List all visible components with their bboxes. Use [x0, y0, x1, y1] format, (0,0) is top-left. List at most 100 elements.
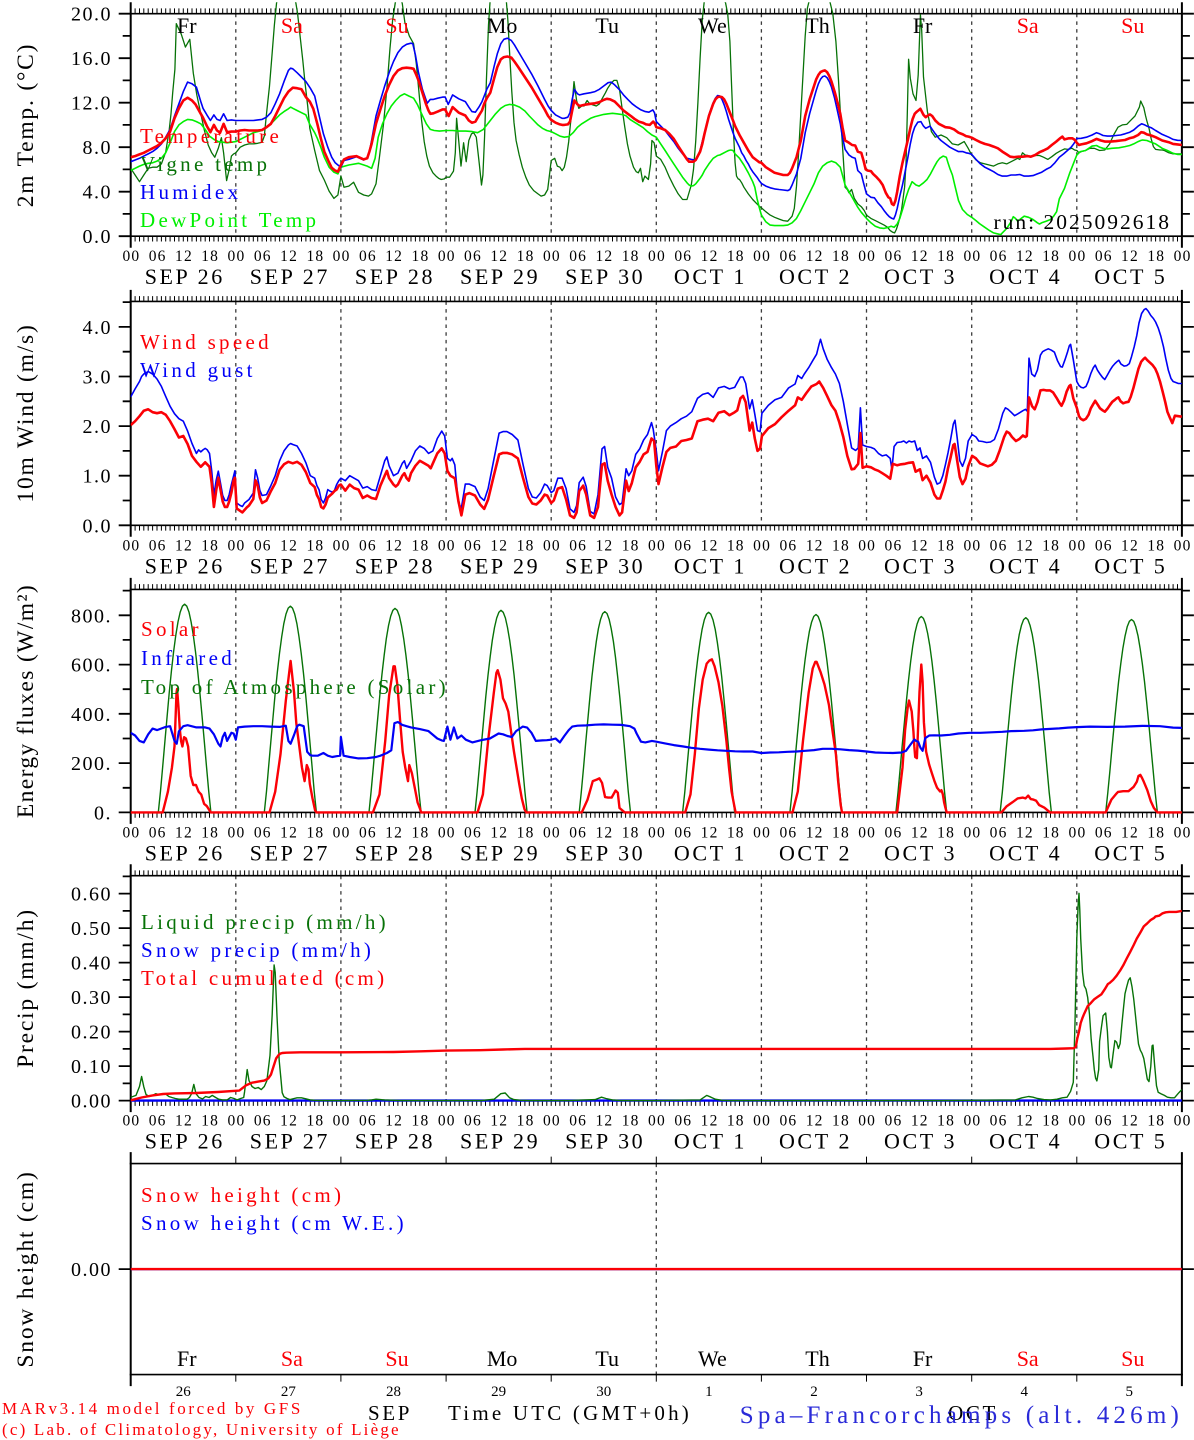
- svg-text:06: 06: [674, 248, 692, 265]
- svg-text:12: 12: [911, 537, 929, 554]
- svg-text:29: 29: [491, 1384, 506, 1400]
- svg-text:06: 06: [149, 1113, 167, 1130]
- svg-text:00: 00: [438, 248, 456, 265]
- svg-text:00: 00: [333, 824, 351, 841]
- svg-text:OCT 4: OCT 4: [989, 1129, 1062, 1154]
- svg-text:18: 18: [1147, 537, 1165, 554]
- svg-text:18: 18: [412, 1113, 430, 1130]
- svg-text:06: 06: [674, 824, 692, 841]
- svg-text:OCT 2: OCT 2: [779, 553, 852, 578]
- svg-text:18: 18: [517, 537, 535, 554]
- svg-text:00: 00: [1174, 537, 1192, 554]
- svg-text:0.00: 0.00: [71, 1259, 112, 1281]
- svg-text:3.0: 3.0: [83, 367, 113, 389]
- svg-text:12: 12: [1016, 824, 1034, 841]
- svg-text:18: 18: [832, 824, 850, 841]
- svg-text:18: 18: [622, 824, 640, 841]
- svg-text:18: 18: [622, 1113, 640, 1130]
- svg-text:We: We: [698, 1346, 727, 1371]
- svg-text:18: 18: [832, 248, 850, 265]
- svg-text:12: 12: [175, 248, 193, 265]
- svg-text:Snow height (cm): Snow height (cm): [13, 1170, 39, 1367]
- svg-text:SEP 30: SEP 30: [565, 553, 645, 578]
- svg-text:06: 06: [254, 537, 272, 554]
- svg-text:00: 00: [333, 537, 351, 554]
- svg-text:00: 00: [228, 248, 246, 265]
- svg-text:18: 18: [727, 537, 745, 554]
- svg-text:4.0: 4.0: [83, 182, 113, 204]
- svg-text:20.0: 20.0: [71, 4, 112, 26]
- svg-text:18: 18: [832, 1113, 850, 1130]
- svg-text:06: 06: [569, 824, 587, 841]
- svg-text:0.20: 0.20: [71, 1022, 112, 1044]
- svg-text:18: 18: [937, 824, 955, 841]
- svg-text:00: 00: [333, 248, 351, 265]
- svg-text:2.0: 2.0: [83, 416, 113, 438]
- svg-text:12: 12: [911, 248, 929, 265]
- svg-text:00: 00: [543, 537, 561, 554]
- svg-text:18: 18: [832, 537, 850, 554]
- svg-text:Temperature: Temperature: [140, 124, 282, 148]
- svg-text:Wind speed: Wind speed: [140, 330, 272, 354]
- svg-text:00: 00: [648, 1113, 666, 1130]
- svg-text:18: 18: [306, 1113, 324, 1130]
- svg-text:Tu: Tu: [595, 1346, 619, 1371]
- svg-text:00: 00: [543, 1113, 561, 1130]
- svg-text:12: 12: [701, 1113, 719, 1130]
- svg-text:4: 4: [1020, 1384, 1028, 1400]
- svg-text:We: We: [698, 13, 727, 38]
- svg-text:Snow height (cm): Snow height (cm): [141, 1183, 344, 1207]
- svg-text:18: 18: [517, 824, 535, 841]
- svg-text:28: 28: [386, 1384, 401, 1400]
- svg-text:0.: 0.: [94, 802, 112, 824]
- svg-text:18: 18: [1147, 248, 1165, 265]
- svg-text:06: 06: [674, 537, 692, 554]
- svg-text:00: 00: [1174, 1113, 1192, 1130]
- svg-text:Su: Su: [385, 1346, 408, 1371]
- svg-text:12: 12: [280, 824, 298, 841]
- svg-text:18: 18: [412, 824, 430, 841]
- svg-text:2: 2: [810, 1384, 818, 1400]
- svg-text:SEP 26: SEP 26: [145, 264, 225, 289]
- svg-text:18: 18: [727, 248, 745, 265]
- svg-text:0.0: 0.0: [83, 226, 113, 248]
- svg-text:4.0: 4.0: [83, 317, 113, 339]
- svg-text:06: 06: [359, 248, 377, 265]
- svg-text:SEP: SEP: [368, 1401, 412, 1425]
- svg-text:Total cumulated (cm): Total cumulated (cm): [141, 966, 387, 990]
- svg-text:06: 06: [464, 1113, 482, 1130]
- svg-text:18: 18: [517, 1113, 535, 1130]
- svg-text:OCT 2: OCT 2: [779, 1129, 852, 1154]
- svg-text:SEP 28: SEP 28: [355, 553, 435, 578]
- svg-text:OCT 3: OCT 3: [884, 264, 957, 289]
- svg-text:0.50: 0.50: [71, 918, 112, 940]
- svg-text:Fr: Fr: [913, 13, 933, 38]
- svg-text:12: 12: [1121, 248, 1139, 265]
- svg-text:00: 00: [648, 537, 666, 554]
- svg-text:0.0: 0.0: [83, 515, 113, 537]
- svg-text:OCT 4: OCT 4: [989, 264, 1062, 289]
- svg-text:18: 18: [937, 248, 955, 265]
- svg-text:18: 18: [517, 248, 535, 265]
- svg-text:12: 12: [385, 248, 403, 265]
- svg-text:06: 06: [990, 824, 1008, 841]
- svg-text:SEP 29: SEP 29: [460, 1129, 540, 1154]
- svg-text:00: 00: [1069, 1113, 1087, 1130]
- svg-text:00: 00: [1174, 824, 1192, 841]
- svg-text:00: 00: [858, 1113, 876, 1130]
- svg-text:12.0: 12.0: [71, 93, 112, 115]
- svg-text:12: 12: [806, 1113, 824, 1130]
- svg-text:600.: 600.: [71, 655, 112, 677]
- svg-text:Th: Th: [805, 1346, 829, 1371]
- svg-text:12: 12: [701, 537, 719, 554]
- svg-text:18: 18: [622, 248, 640, 265]
- svg-text:12: 12: [1016, 537, 1034, 554]
- svg-text:18: 18: [1042, 248, 1060, 265]
- svg-text:00: 00: [228, 1113, 246, 1130]
- svg-text:00: 00: [438, 537, 456, 554]
- svg-text:00: 00: [543, 248, 561, 265]
- svg-text:SEP 30: SEP 30: [565, 840, 645, 865]
- svg-text:Vigne temp: Vigne temp: [140, 152, 270, 176]
- svg-text:OCT 1: OCT 1: [674, 840, 747, 865]
- svg-text:(c) Lab. of Climatology, Unive: (c) Lab. of Climatology, University of L…: [2, 1420, 401, 1439]
